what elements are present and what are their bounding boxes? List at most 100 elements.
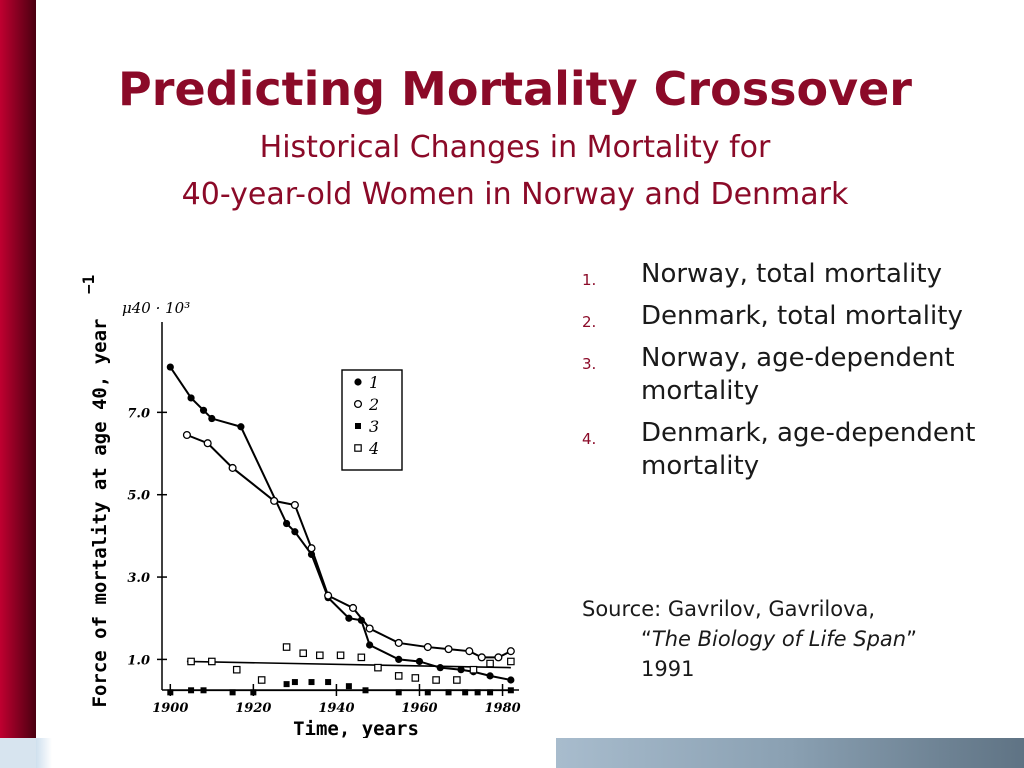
data-point-series-3 — [308, 679, 315, 686]
data-point-series-3 — [200, 687, 207, 694]
data-point-series-1 — [291, 528, 299, 536]
data-point-series-2 — [270, 496, 279, 505]
data-point-series-1 — [208, 414, 216, 423]
list-item: 2. Denmark, total mortality — [582, 300, 1002, 333]
slide-bottom-strip-left-fade — [36, 738, 52, 768]
list-item-text: Denmark, total mortality — [641, 301, 963, 331]
list-item: 1. Norway, total mortality — [582, 258, 1002, 291]
data-point-series-1 — [415, 657, 424, 666]
list-item: 3. Norway, age-dependent mortality — [582, 342, 1002, 408]
data-point-series-4 — [486, 659, 494, 668]
data-point-series-3 — [345, 683, 352, 690]
data-point-series-4 — [507, 657, 515, 666]
data-point-series-1 — [187, 394, 195, 402]
data-point-series-4 — [208, 657, 216, 666]
data-point-series-4 — [469, 665, 478, 674]
data-point-series-2 — [290, 500, 299, 510]
data-point-series-2 — [348, 603, 358, 612]
data-point-series-3 — [462, 689, 469, 696]
list-item: 4. Denmark, age-dependent mortality — [582, 417, 1002, 483]
data-point-series-4 — [336, 651, 345, 660]
data-point-series-4 — [394, 672, 403, 680]
legend-label: 1 — [369, 373, 379, 392]
data-point-series-2 — [228, 463, 237, 472]
data-point-series-3 — [283, 681, 290, 688]
data-point-series-2 — [477, 653, 486, 662]
mortality-chart: 1.0 3.0 5.0 7.0 1900 1920 1940 1960 1980 Force of… — [79, 275, 521, 738]
data-point-series-1 — [366, 641, 374, 649]
data-point-series-3 — [325, 679, 332, 686]
data-point-series-2 — [203, 439, 212, 448]
data-point-series-2 — [394, 638, 403, 647]
data-point-series-2 — [494, 653, 503, 662]
data-point-series-1 — [282, 519, 291, 528]
data-point-series-3 — [188, 687, 195, 694]
series-line-2 — [186, 434, 512, 659]
y-tick-label: 5.0 — [127, 489, 150, 504]
data-point-series-3 — [395, 689, 402, 696]
data-point-series-4 — [299, 649, 308, 658]
source-open-quote: “ — [641, 627, 652, 651]
data-point-series-1 — [507, 676, 515, 684]
legend-label: 2 — [368, 395, 379, 414]
y-tick-label: 3.0 — [127, 571, 150, 586]
data-point-series-4 — [357, 653, 366, 662]
data-point-series-4 — [316, 651, 324, 660]
slide-bottom-strip-right — [556, 738, 1024, 768]
data-point-series-3 — [167, 689, 174, 696]
data-point-series-2 — [324, 591, 333, 600]
data-point-series-3 — [445, 689, 452, 696]
list-item-number: 2. — [582, 313, 597, 331]
series-line-1 — [169, 366, 512, 681]
slide-subtitle-line-2: 40-year-old Women in Norway and Denmark — [181, 177, 849, 212]
y-axis-title-exponent: −1 — [79, 275, 98, 294]
source-book-line: “The Biology of Life Span” — [582, 624, 1002, 654]
source-year: 1991 — [641, 657, 695, 681]
data-point-series-2 — [365, 624, 374, 633]
data-point-series-4 — [257, 676, 266, 684]
data-point-series-2 — [444, 645, 453, 654]
chart-legend-box — [341, 369, 403, 471]
data-point-series-4 — [374, 663, 382, 672]
data-point-series-2 — [423, 643, 432, 652]
slide-left-accent-bar — [0, 0, 36, 738]
list-item-number: 3. — [582, 355, 597, 373]
data-point-series-4 — [453, 676, 461, 684]
data-point-series-4 — [411, 674, 420, 682]
list-item-number: 4. — [582, 430, 597, 448]
source-close-quote: ” — [906, 627, 917, 651]
data-point-series-1 — [457, 666, 465, 674]
list-item-text: Denmark, age-dependent mortality — [641, 418, 976, 481]
data-point-series-1 — [486, 672, 494, 680]
data-point-series-1 — [436, 664, 444, 672]
data-point-series-3 — [487, 689, 494, 696]
data-point-series-legend-1 — [354, 378, 362, 386]
legend-label: 4 — [368, 439, 379, 458]
trend-line-series-4 — [186, 660, 511, 669]
slide-bottom-left-corner — [0, 738, 36, 768]
data-point-series-4 — [187, 657, 195, 666]
data-point-series-2 — [506, 647, 515, 656]
data-point-series-3 — [362, 687, 369, 694]
data-point-series-1 — [345, 614, 353, 622]
y-tick-label: 1.0 — [127, 653, 150, 668]
data-point-series-legend-2 — [353, 399, 363, 409]
data-point-series-2 — [307, 544, 316, 553]
slide-subtitle-line-1: Historical Changes in Mortality for — [259, 130, 771, 165]
series-description-list: 1. Norway, total mortality 2. Denmark, tot… — [582, 258, 1002, 492]
data-point-series-3 — [250, 689, 257, 696]
data-point-series-3 — [474, 689, 481, 696]
data-point-series-4 — [432, 676, 440, 684]
slide-bottom-strip-left — [36, 738, 556, 768]
source-book-title: The Biology of Life Span — [651, 627, 907, 651]
y-unit-label: μ40 · 10³ — [122, 299, 190, 317]
data-point-series-4 — [282, 643, 291, 651]
y-axis-title: Force of mortality at age 40, year — [89, 319, 111, 708]
list-item-number: 1. — [582, 271, 597, 289]
list-item-text: Norway, age-dependent mortality — [641, 343, 955, 406]
x-tick-label: 1980 — [484, 701, 520, 716]
source-citation: Source: Gavrilov, Gavrilova, “The Biolog… — [582, 594, 1002, 684]
data-point-series-1 — [357, 616, 365, 624]
source-prefix: Source: Gavrilov, Gavrilova, — [582, 597, 876, 621]
data-point-series-1 — [237, 423, 245, 431]
